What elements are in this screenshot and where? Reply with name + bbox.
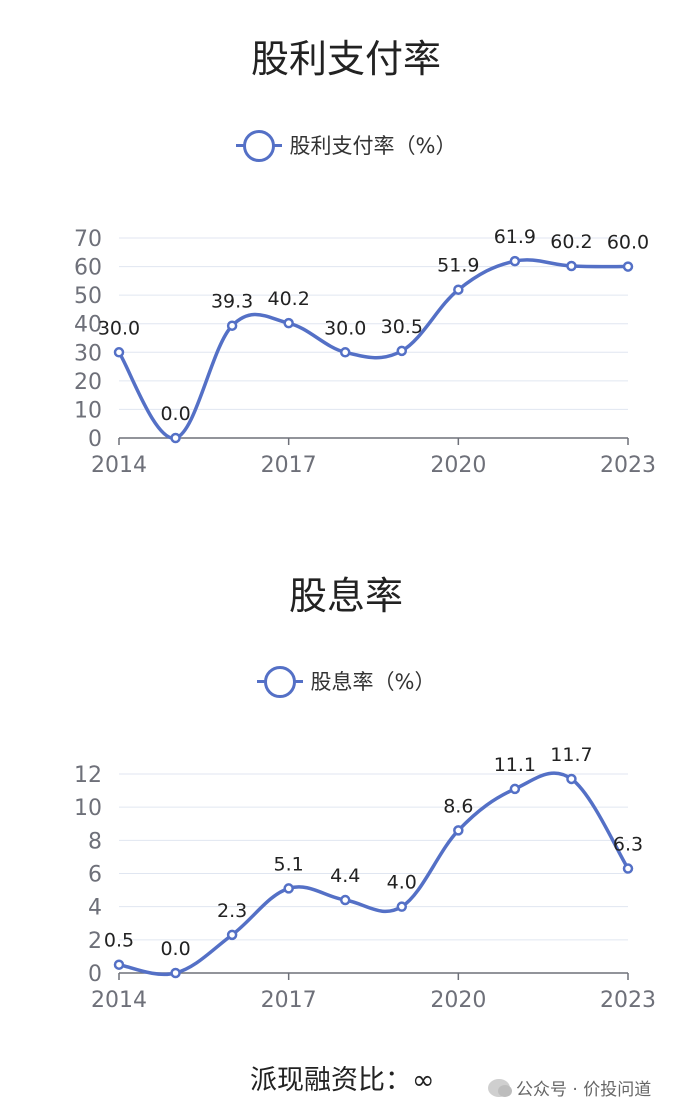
data-label: 2.3 <box>217 900 247 922</box>
data-label: 0.0 <box>160 403 190 425</box>
x-tick-label: 2020 <box>430 453 486 478</box>
x-tick-label: 2014 <box>91 453 147 478</box>
data-label: 40.2 <box>268 288 310 310</box>
y-tick-label: 2 <box>88 929 102 954</box>
cash-financing-value: ∞ <box>412 1065 435 1096</box>
watermark-text: 公众号 · 价投问道 <box>516 1080 652 1100</box>
data-label: 11.1 <box>494 754 536 776</box>
data-point <box>566 773 577 785</box>
data-point <box>396 345 408 357</box>
series-line <box>118 771 630 976</box>
data-point <box>622 863 634 874</box>
legend-line-circle-icon <box>256 666 303 698</box>
series-line <box>117 258 629 440</box>
data-point <box>283 317 294 329</box>
data-label: 30.5 <box>381 316 423 338</box>
x-tick-label: 2020 <box>430 988 486 1013</box>
data-label: 8.6 <box>443 795 473 817</box>
data-point <box>622 261 634 272</box>
data-label: 30.0 <box>98 317 140 339</box>
data-point <box>566 260 577 272</box>
data-label: 4.0 <box>387 872 417 894</box>
y-tick-label: 4 <box>88 896 102 921</box>
legend-payout[interactable]: 股利支付率（%） <box>0 130 692 162</box>
watermark: 公众号 · 价投问道 <box>488 1075 651 1100</box>
legend-dividend-yield[interactable]: 股息率（%） <box>0 666 692 698</box>
x-tick-label: 2017 <box>261 988 317 1013</box>
data-label: 5.1 <box>274 853 304 875</box>
y-tick-label: 10 <box>74 398 102 423</box>
chart-title-dividend-yield: 股息率 <box>288 574 403 618</box>
data-label: 39.3 <box>211 291 253 313</box>
y-tick-label: 60 <box>74 256 102 281</box>
data-point <box>509 783 521 795</box>
payout-ratio-chart: 0 10 20 30 40 50 60 70 2014 2017 2020 2023 30.0 0.0 39… <box>74 226 656 478</box>
data-point <box>509 255 521 267</box>
cash-financing-ratio: 派现融资比：∞ <box>250 1058 435 1097</box>
legend-line-circle-icon <box>235 130 282 162</box>
y-tick-label: 20 <box>74 370 102 395</box>
data-label: 0.5 <box>104 930 134 952</box>
data-point <box>453 825 464 836</box>
x-tick-label: 2023 <box>600 988 656 1013</box>
y-tick-label: 40 <box>74 313 102 338</box>
data-label: 30.0 <box>324 317 366 339</box>
legend-label: 股利支付率（%） <box>289 134 457 158</box>
x-tick-label: 2023 <box>600 453 656 478</box>
y-tick-label: 12 <box>74 763 102 788</box>
data-point <box>339 894 351 906</box>
y-tick-label: 50 <box>74 284 102 309</box>
data-point <box>339 347 351 358</box>
data-point <box>113 347 125 358</box>
y-tick-label: 8 <box>88 829 102 854</box>
chart-title-payout: 股利支付率 <box>250 37 441 81</box>
data-point <box>226 320 238 331</box>
data-label: 11.7 <box>550 745 592 766</box>
y-tick-label: 30 <box>74 341 102 366</box>
data-label: 60.2 <box>550 231 592 253</box>
data-point <box>396 901 408 912</box>
y-tick-label: 0 <box>88 962 102 987</box>
data-point <box>283 883 294 894</box>
data-point <box>113 959 125 970</box>
data-point <box>170 432 181 444</box>
x-tick-label: 2014 <box>91 988 147 1013</box>
wechat-icon <box>488 1078 512 1097</box>
legend-label: 股息率（%） <box>310 670 436 694</box>
data-point <box>226 929 238 941</box>
dividend-yield-chart: 0 2 4 6 8 10 12 2014 2017 2020 2023 0.5 0.0 2.3 5.1 4.4… <box>74 745 656 1013</box>
data-label: 6.3 <box>613 834 643 856</box>
data-label: 61.9 <box>494 226 536 248</box>
cash-financing-label: 派现融资比： <box>250 1065 412 1096</box>
y-tick-label: 10 <box>74 796 102 821</box>
y-tick-label: 6 <box>88 863 102 888</box>
data-label: 60.0 <box>607 232 649 254</box>
data-point <box>170 967 181 979</box>
x-tick-label: 2017 <box>261 453 317 478</box>
data-label: 51.9 <box>437 255 479 277</box>
data-label: 0.0 <box>160 938 190 960</box>
y-tick-label: 70 <box>74 227 102 252</box>
data-point <box>453 284 464 295</box>
data-label: 4.4 <box>330 865 360 887</box>
y-tick-label: 0 <box>88 427 102 452</box>
